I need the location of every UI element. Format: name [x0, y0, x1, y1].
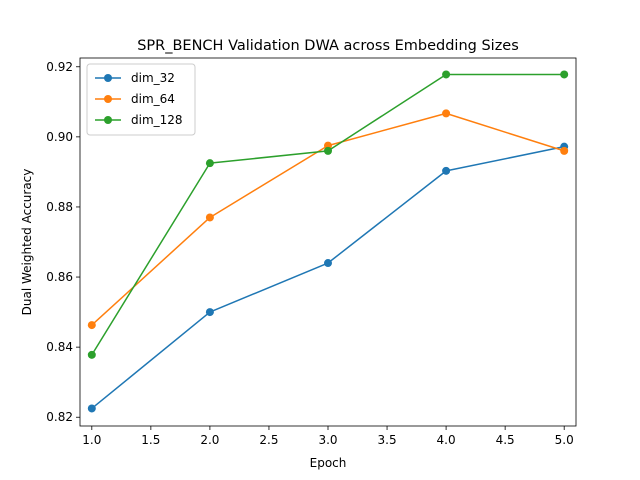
legend-label: dim_64: [131, 92, 175, 106]
legend: dim_32 dim_64 dim_128: [86, 63, 196, 136]
legend-box: [86, 63, 196, 136]
y-tick-label: 0.84: [46, 340, 73, 354]
data-point: [442, 166, 451, 175]
legend-marker: [104, 116, 112, 124]
y-axis-label: Dual Weighted Accuracy: [20, 169, 34, 316]
legend-label: dim_128: [131, 113, 183, 127]
data-point: [87, 404, 96, 413]
series-layer: [87, 70, 569, 413]
y-tick-label: 0.92: [46, 60, 73, 74]
x-tick-label: 1.0: [82, 433, 101, 447]
x-tick-label: 4.0: [437, 433, 456, 447]
x-tick-label: 4.5: [496, 433, 515, 447]
legend-marker: [104, 95, 112, 103]
y-tick-label: 0.90: [46, 130, 73, 144]
y-tick-label: 0.82: [46, 410, 73, 424]
x-tick-label: 3.5: [378, 433, 397, 447]
data-point: [442, 70, 451, 79]
data-point: [205, 308, 214, 317]
data-point: [560, 70, 569, 79]
y-axis: 0.82 0.84 0.86 0.88 0.90 0.92: [46, 60, 80, 424]
data-point: [324, 146, 332, 155]
data-point: [87, 350, 96, 359]
x-tick-label: 5.0: [555, 433, 574, 447]
x-axis: 1.0 1.5 2.0 2.5 3.0 3.5 4.0 4.5 5.0: [82, 426, 574, 447]
x-tick-label: 2.0: [200, 433, 219, 447]
series-dim_64: [87, 109, 569, 330]
legend-label: dim_32: [131, 71, 175, 85]
data-point: [87, 321, 96, 330]
x-tick-label: 1.5: [141, 433, 160, 447]
data-point: [205, 213, 214, 222]
data-point: [560, 146, 569, 155]
series-dim_128: [87, 70, 569, 359]
data-point: [442, 109, 451, 118]
x-axis-label: Epoch: [310, 456, 347, 470]
x-tick-label: 3.0: [318, 433, 337, 447]
chart-title: SPR_BENCH Validation DWA across Embeddin…: [137, 38, 519, 54]
data-point: [324, 259, 332, 268]
x-tick-label: 2.5: [259, 433, 278, 447]
data-point: [205, 159, 214, 168]
y-tick-label: 0.86: [46, 270, 73, 284]
y-tick-label: 0.88: [46, 200, 73, 214]
legend-marker: [104, 74, 112, 82]
